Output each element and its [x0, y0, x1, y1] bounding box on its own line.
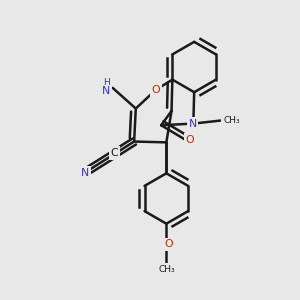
Text: O: O — [186, 135, 194, 145]
Text: CH₃: CH₃ — [223, 116, 240, 125]
Text: N: N — [188, 118, 196, 129]
Text: C: C — [110, 148, 118, 158]
Text: CH₃: CH₃ — [158, 265, 175, 274]
Text: N: N — [102, 86, 110, 96]
Text: N: N — [81, 168, 90, 178]
Text: O: O — [152, 85, 160, 95]
Text: O: O — [164, 239, 173, 249]
Text: H: H — [103, 78, 110, 87]
